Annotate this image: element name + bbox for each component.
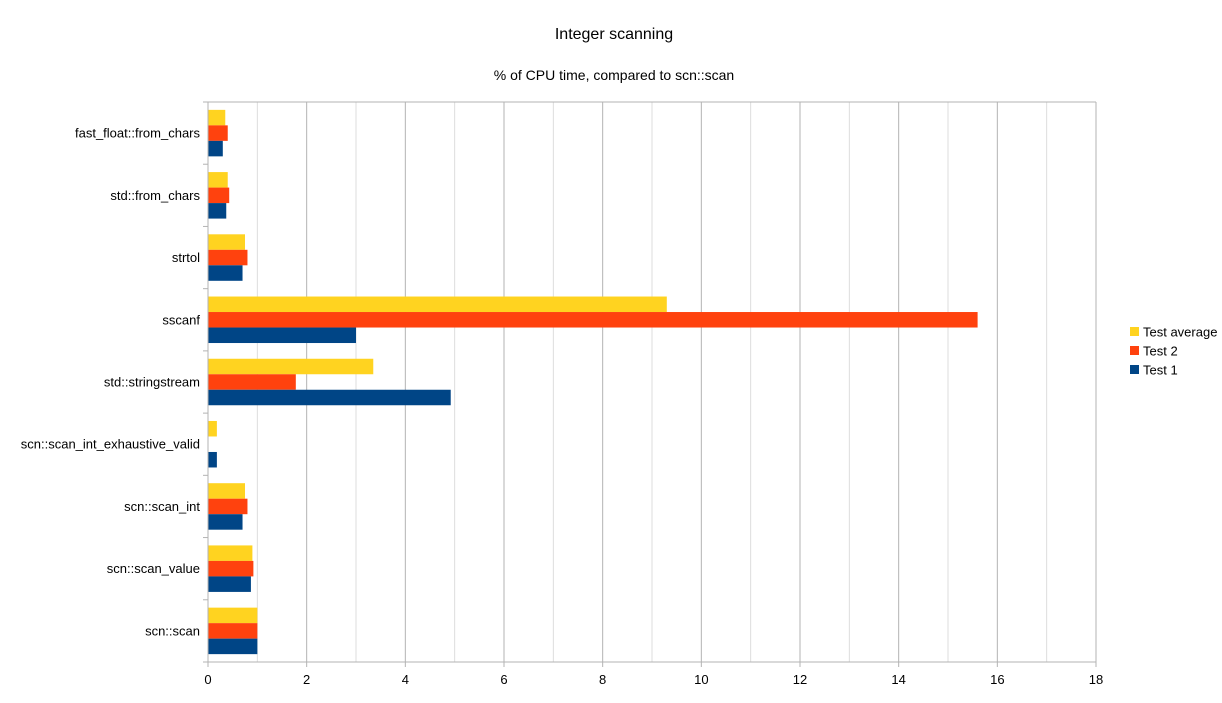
bar-test-2-8	[208, 623, 258, 639]
bar-test-average-7	[208, 545, 253, 561]
y-tick-label: std::stringstream	[104, 375, 200, 390]
x-tick-label: 14	[891, 672, 905, 687]
bar-test-1-4	[208, 389, 451, 406]
x-tick-label: 12	[793, 672, 807, 687]
gridlines	[207, 101, 1097, 662]
bar-test-1-1	[208, 203, 227, 219]
y-tick-label: scn::scan_value	[107, 561, 200, 576]
bar-test-2-2	[208, 249, 248, 266]
y-tick-label: strtol	[172, 250, 200, 265]
y-tick-label: sscanf	[162, 312, 200, 327]
legend-swatch	[1130, 346, 1139, 355]
y-tick-label: scn::scan_int_exhaustive_valid	[21, 437, 200, 452]
bar-test-2-1	[208, 187, 230, 204]
bar-test-2-7	[208, 560, 254, 577]
x-tick-label: 18	[1089, 672, 1103, 687]
y-tick-label: scn::scan	[145, 623, 200, 638]
bars	[208, 109, 978, 655]
bar-test-average-8	[208, 607, 258, 624]
x-tick-label: 0	[204, 672, 211, 687]
bar-test-average-3	[208, 296, 667, 313]
chart-title: Integer scanning	[555, 26, 673, 43]
bar-test-1-2	[208, 265, 243, 281]
bar-test-average-4	[208, 358, 374, 375]
x-tick-label: 2	[303, 672, 310, 687]
x-tick-label: 8	[599, 672, 606, 687]
y-tick-label: fast_float::from_chars	[75, 126, 200, 141]
bar-test-2-4	[208, 374, 296, 390]
bar-test-1-8	[208, 638, 258, 655]
bar-test-1-6	[208, 514, 243, 530]
bar-test-average-1	[208, 172, 228, 188]
x-tick-label: 4	[402, 672, 409, 687]
bar-test-2-6	[208, 498, 248, 515]
bar-test-average-2	[208, 234, 245, 250]
bar-test-1-0	[208, 140, 223, 157]
bar-test-1-7	[208, 576, 251, 592]
axes: fast_float::from_charsstd::from_charsstr…	[21, 101, 1103, 687]
bar-test-2-0	[208, 125, 228, 141]
legend-label: Test average	[1143, 325, 1217, 340]
legend-label: Test 2	[1143, 344, 1178, 359]
y-tick-label: scn::scan_int	[124, 499, 200, 514]
bar-test-average-5	[208, 420, 217, 437]
bar-test-2-3	[208, 312, 978, 328]
legend-swatch	[1130, 327, 1139, 336]
chart-subtitle: % of CPU time, compared to scn::scan	[494, 67, 734, 83]
y-tick-label: std::from_chars	[110, 188, 200, 203]
x-tick-label: 10	[694, 672, 708, 687]
bar-test-1-3	[208, 327, 356, 344]
bar-test-average-6	[208, 483, 245, 499]
bar-test-1-5	[208, 451, 217, 468]
bar-test-average-0	[208, 109, 226, 126]
legend-label: Test 1	[1143, 363, 1178, 378]
legend-swatch	[1130, 365, 1139, 374]
x-tick-label: 6	[500, 672, 507, 687]
x-tick-label: 16	[990, 672, 1004, 687]
legend: Test average Test 2 Test 1	[1130, 325, 1217, 378]
